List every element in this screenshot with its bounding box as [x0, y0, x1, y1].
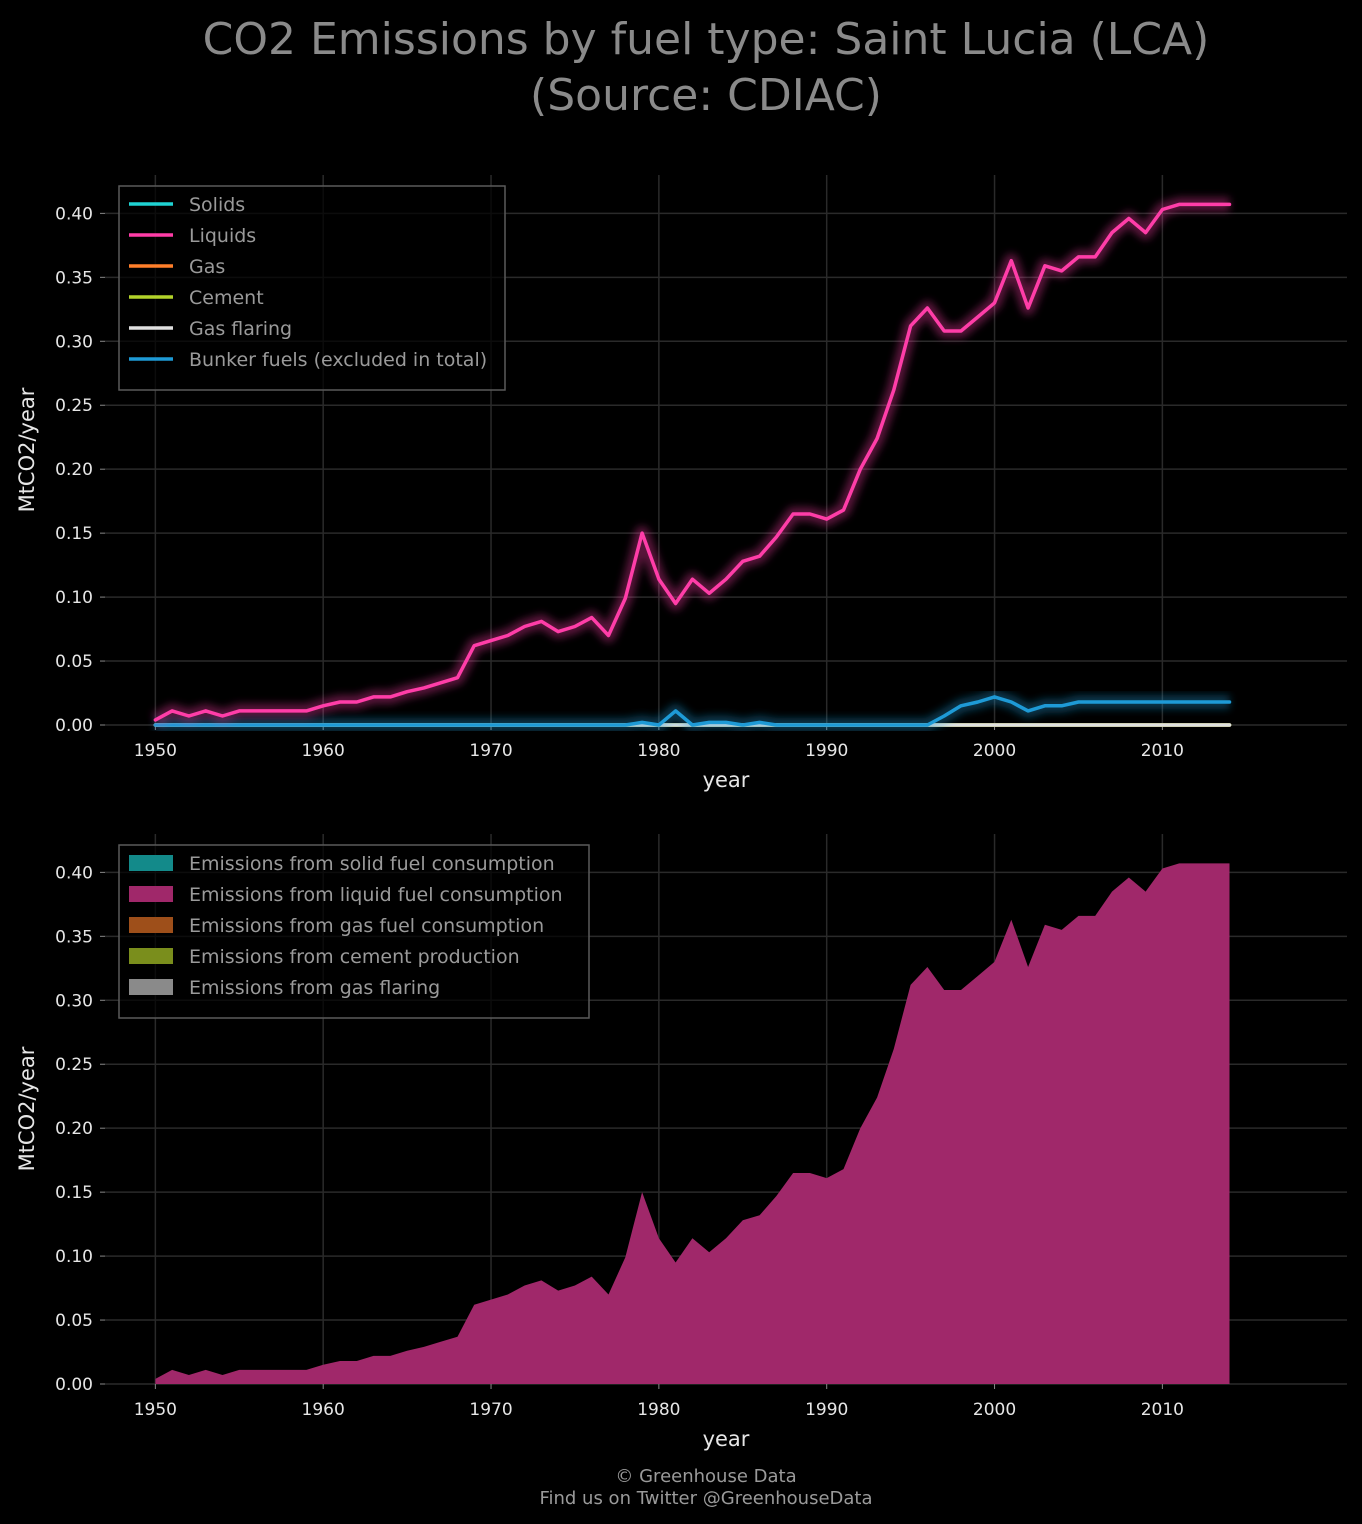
legend-label: Emissions from gas flaring: [189, 977, 440, 999]
y-tick-label: 0.25: [55, 396, 93, 416]
chart-title-line1: CO2 Emissions by fuel type: Saint Lucia …: [203, 14, 1210, 65]
y-tick-label: 0.05: [55, 1311, 93, 1331]
y-axis-label: MtCO2/year: [15, 1046, 39, 1171]
legend-box: [118, 185, 506, 391]
chart-title-line2: (Source: CDIAC): [530, 70, 882, 121]
y-tick-label: 0.15: [55, 524, 93, 544]
legend-box: [118, 844, 590, 1019]
legend-swatch: [129, 948, 173, 964]
x-tick-label: 1960: [302, 741, 345, 761]
x-tick-label: 1970: [469, 741, 512, 761]
y-tick-label: 0.30: [55, 332, 93, 352]
footer-copyright: © Greenhouse Data: [615, 1466, 796, 1487]
legend-label: Bunker fuels (excluded in total): [189, 349, 487, 371]
x-tick-label: 1970: [469, 1400, 512, 1420]
x-tick-label: 1960: [302, 1400, 345, 1420]
legend-swatch: [129, 979, 173, 995]
y-tick-label: 0.25: [55, 1055, 93, 1075]
y-axis-label: MtCO2/year: [15, 387, 39, 512]
legend-label: Emissions from solid fuel consumption: [189, 853, 555, 875]
legend-swatch: [129, 917, 173, 933]
y-tick-label: 0.00: [55, 1375, 93, 1395]
y-tick-label: 0.00: [55, 716, 93, 736]
legend-label: Cement: [189, 287, 264, 309]
x-tick-label: 1990: [805, 1400, 848, 1420]
y-tick-label: 0.40: [55, 204, 93, 224]
x-tick-label: 1950: [134, 1400, 177, 1420]
legend-label: Solids: [189, 194, 245, 216]
y-tick-label: 0.40: [55, 863, 93, 883]
legend-label: Liquids: [189, 225, 256, 247]
y-tick-label: 0.10: [55, 1247, 93, 1267]
legend-swatch: [129, 886, 173, 902]
x-tick-label: 2000: [973, 741, 1016, 761]
legend-label: Emissions from cement production: [189, 946, 520, 968]
legend-label: Gas flaring: [189, 318, 292, 340]
series-line-5: [153, 695, 1232, 727]
stacked-area-chart-panel: 1950 1960 1970 1980 1990 2000 2010 0.00 0.05 0.10…: [15, 834, 1347, 1451]
x-tick-label: 2010: [1141, 741, 1184, 761]
x-tick-label: 1980: [637, 741, 680, 761]
x-tick-label: 1990: [805, 741, 848, 761]
area-series-1: [155, 863, 1230, 1384]
legend-label: Gas: [189, 256, 225, 278]
line-chart-panel: 1950 1960 1970 1980 1990 2000 2010 0.00 0.05 0.10…: [15, 175, 1347, 792]
legend-label: Emissions from gas fuel consumption: [189, 915, 544, 937]
legend-label: Emissions from liquid fuel consumption: [189, 884, 563, 906]
y-tick-label: 0.15: [55, 1183, 93, 1203]
series-line-1: [153, 202, 1232, 722]
x-tick-label: 2000: [973, 1400, 1016, 1420]
x-tick-label: 2010: [1141, 1400, 1184, 1420]
y-tick-label: 0.20: [55, 1119, 93, 1139]
footer-twitter: Find us on Twitter @GreenhouseData: [539, 1488, 872, 1509]
y-tick-label: 0.20: [55, 460, 93, 480]
y-tick-label: 0.05: [55, 652, 93, 672]
x-axis-label: year: [703, 1427, 750, 1451]
y-tick-label: 0.10: [55, 588, 93, 608]
x-axis-label: year: [703, 768, 750, 792]
y-tick-label: 0.35: [55, 268, 93, 288]
x-tick-label: 1950: [134, 741, 177, 761]
legend-swatch: [129, 855, 173, 871]
y-tick-label: 0.35: [55, 927, 93, 947]
y-tick-label: 0.30: [55, 991, 93, 1011]
x-tick-label: 1980: [637, 1400, 680, 1420]
